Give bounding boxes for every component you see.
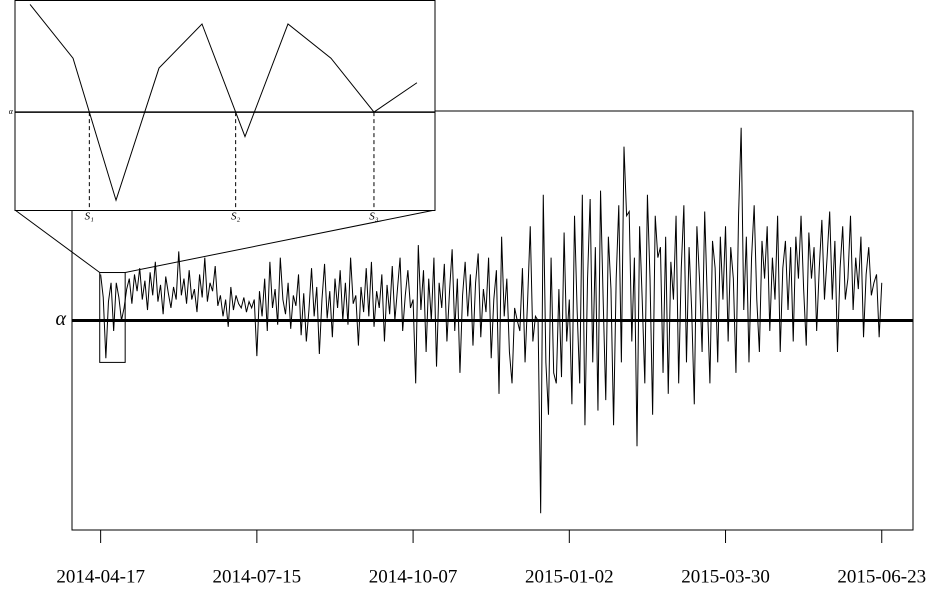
x-tick-label: 2015-06-23 [837, 566, 926, 587]
x-tick-label: 2014-04-17 [56, 566, 145, 587]
series-line [100, 127, 883, 514]
x-tick-label: 2015-03-30 [681, 566, 770, 587]
x-tick-label: 2015-01-02 [525, 566, 614, 587]
crossing-label: S₁ [85, 211, 95, 223]
zoom-connector [125, 209, 436, 274]
x-tick-label: 2014-07-15 [213, 566, 302, 587]
crossing-label: S₃ [369, 211, 379, 223]
zoom-connector [14, 209, 101, 273]
inset-threshold-label: α [9, 107, 14, 116]
threshold-label: α [56, 308, 67, 330]
x-tick-label: 2014-10-07 [369, 566, 458, 587]
zoom-box [99, 272, 126, 363]
inset-line [29, 4, 418, 202]
inset-frame [14, 0, 436, 211]
crossing-label: S₂ [231, 211, 241, 223]
